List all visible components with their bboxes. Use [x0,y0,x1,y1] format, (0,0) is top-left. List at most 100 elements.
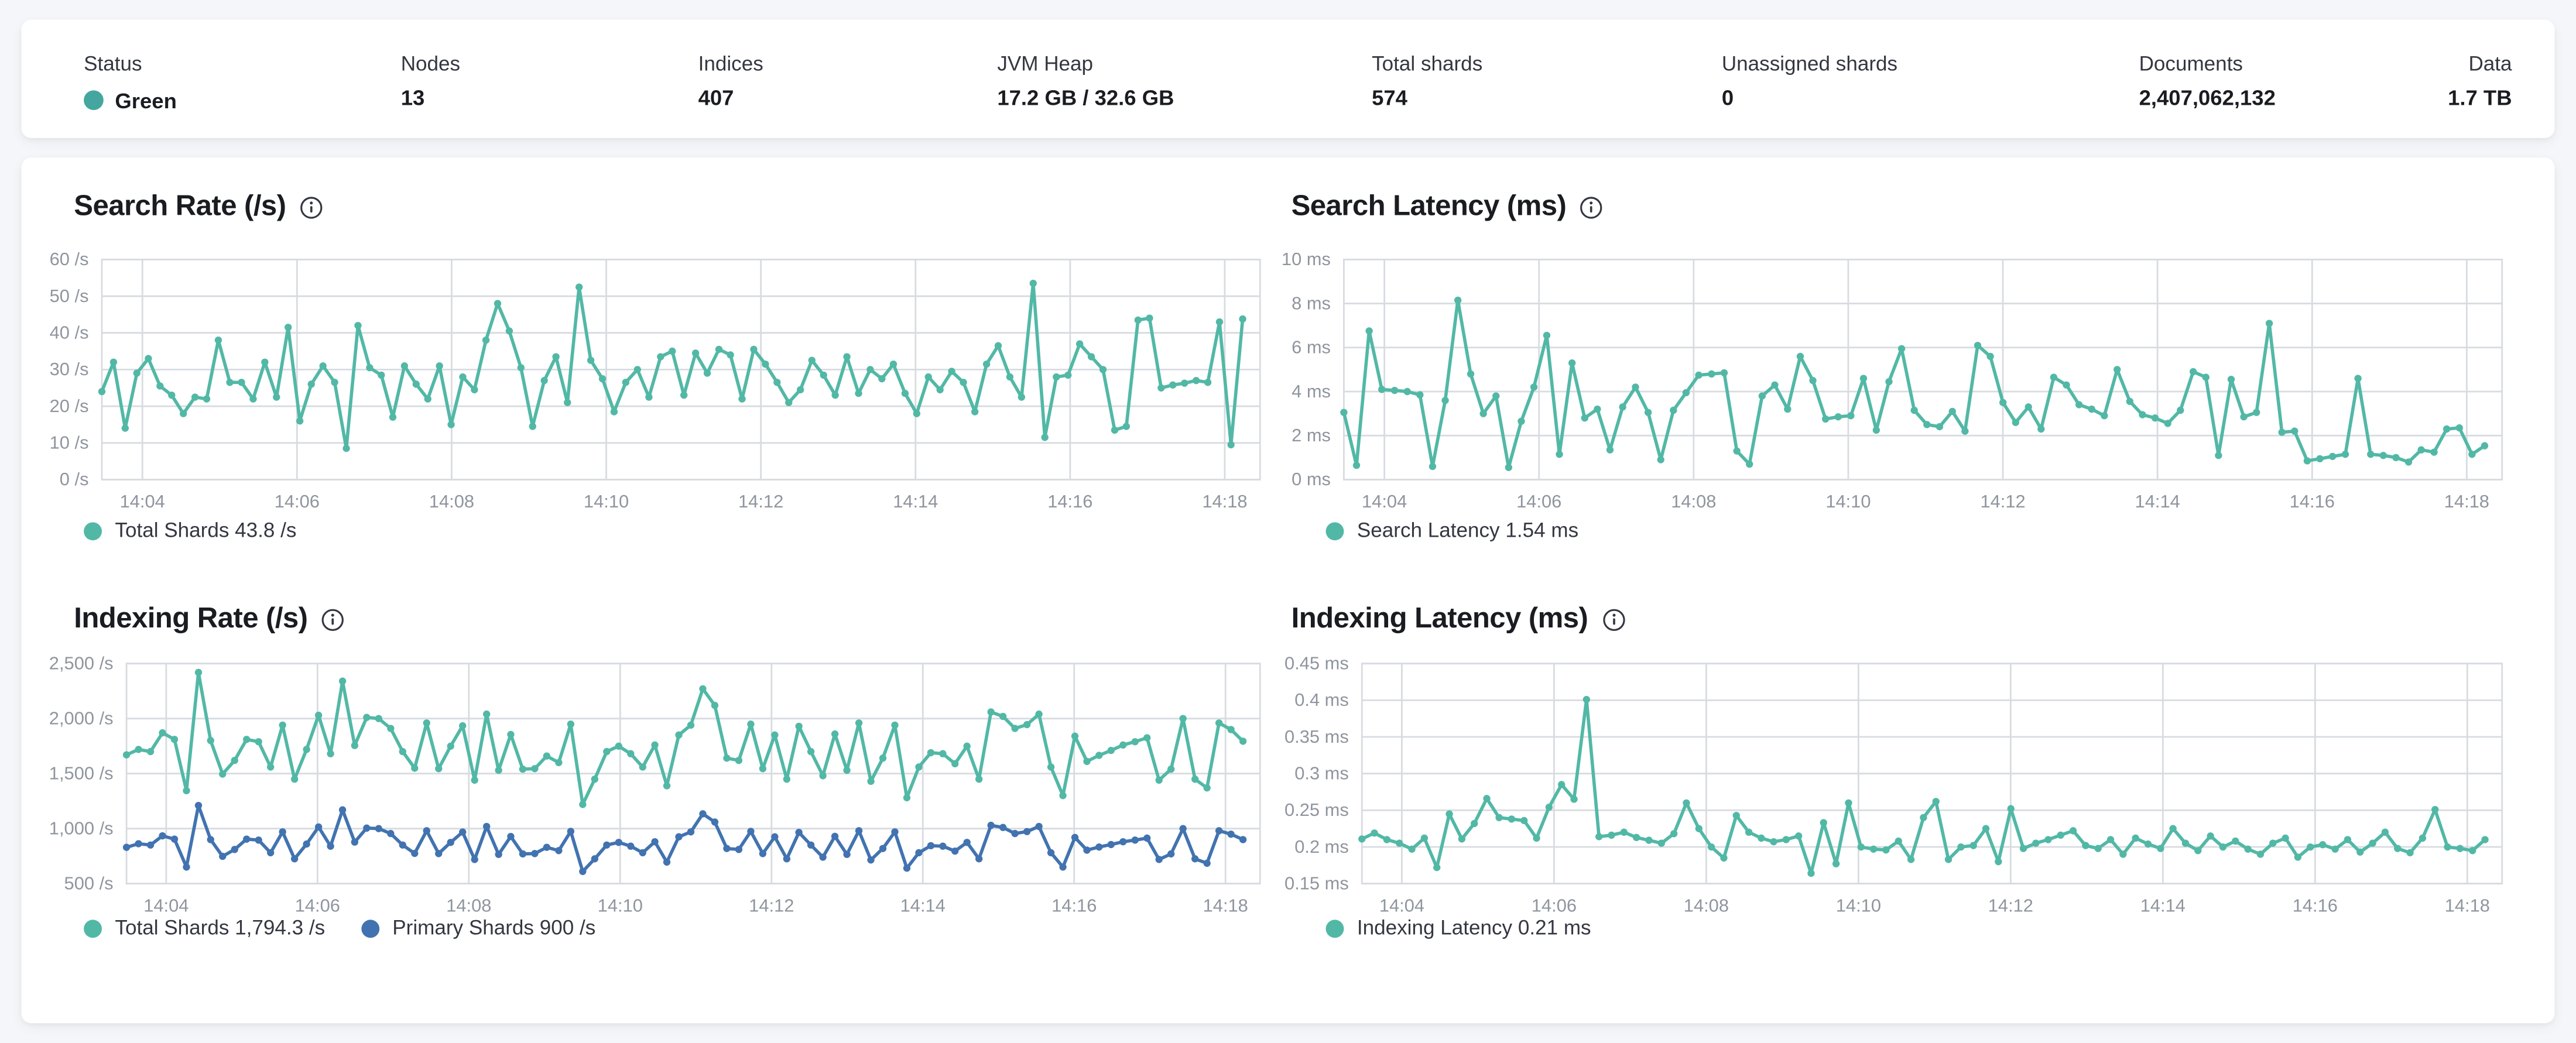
y-axis-tick-label: 30 /s [50,359,89,379]
data-point-marker [314,823,323,831]
indexing-latency-chart[interactable]: 0.45 ms 0.4 ms 0.35 ms 0.3 ms 0.25 ms 0.2 ms 0… [1263,653,2509,935]
data-point-marker [399,841,406,849]
data-point-marker [867,777,875,785]
data-point-marker [543,752,551,760]
data-point-marker [447,742,454,750]
y-axis-tick-label: 0.4 ms [1294,689,1349,710]
info-icon[interactable] [299,195,324,219]
data-point-marker [207,836,214,843]
data-point-marker [290,855,299,863]
data-point-marker [1119,741,1127,749]
data-point-marker [1157,384,1165,392]
data-point-marker [2132,834,2139,842]
data-point-marker [2032,839,2040,847]
data-point-marker [122,751,131,759]
data-point-marker [424,395,431,403]
data-point-marker [759,850,767,857]
data-point-marker [2419,834,2427,842]
data-point-marker [1119,838,1127,846]
chart-title-indexing-latency: Indexing Latency (ms) [1292,598,1626,637]
data-point-marker [183,787,190,795]
data-point-marker [587,356,595,364]
stat-value: 17.2 GB / 32.6 GB [997,85,1174,111]
data-point-marker [2481,836,2489,843]
data-point-marker [575,283,583,291]
data-point-marker [1746,460,1753,468]
info-icon[interactable] [1601,607,1626,632]
data-point-marker [2369,839,2376,847]
data-point-marker [1885,378,1893,386]
data-point-marker [1832,860,1840,867]
data-point-marker [1657,839,1666,847]
data-point-marker [238,379,245,386]
y-axis-tick-label: 10 /s [50,433,89,453]
data-point-marker [963,839,971,846]
info-icon[interactable] [321,607,345,632]
data-point-marker [1936,423,1944,431]
data-point-marker [1083,846,1091,854]
x-axis-tick-label: 14:18 [1203,895,1248,915]
data-point-marker [327,842,334,850]
data-point-marker [552,353,560,361]
data-point-marker [179,410,187,417]
data-point-marker [2455,424,2463,432]
x-axis-tick-label: 14:14 [2140,895,2186,915]
data-point-marker [651,838,659,846]
y-axis-tick-label: 8 ms [1292,293,1331,313]
data-point-marker [2354,375,2362,382]
data-point-marker [2303,457,2311,465]
data-point-marker [879,845,887,852]
data-point-marker [266,849,275,857]
chart-title-indexing-rate: Indexing Rate (/s) [74,598,345,637]
data-point-marker [999,712,1007,721]
data-point-marker [699,810,707,818]
data-point-marker [1809,377,1817,385]
data-point-marker [639,763,646,771]
data-point-marker [219,770,227,778]
data-point-marker [1059,792,1067,800]
data-point-marker [657,353,664,361]
data-point-marker [891,828,899,836]
data-point-marker [951,760,959,768]
data-point-marker [2253,409,2260,416]
data-point-marker [1352,461,1361,469]
data-point-marker [591,776,598,783]
data-point-marker [98,387,106,396]
info-icon[interactable] [1580,195,1604,219]
data-point-marker [1633,833,1640,842]
data-point-marker [375,825,382,832]
data-point-marker [2219,843,2227,851]
y-axis-tick-label: 2 ms [1292,425,1331,445]
x-axis-tick-label: 14:16 [2293,895,2338,915]
data-point-marker [1087,353,1095,361]
chart-title-text: Indexing Rate (/s) [74,601,308,634]
data-point-marker [2207,832,2214,840]
data-point-marker [951,847,959,855]
data-point-marker [400,362,409,370]
data-point-marker [2456,845,2464,852]
search-rate-chart[interactable]: 60 /s 50 /s 40 /s 30 /s 20 /s 10 /s 0 /s 14:04 1… [21,249,1266,531]
data-point-marker [1083,757,1091,766]
data-point-marker [2381,828,2389,836]
x-axis-tick-label: 14:04 [120,491,165,512]
search-latency-chart[interactable]: 10 ms 8 ms 6 ms 4 ms 2 ms 0 ms 14:04 14:06 14:08… [1263,249,2509,531]
data-point-marker [261,358,269,366]
data-point-marker [1758,834,1765,842]
x-axis-tick-label: 14:12 [738,491,783,512]
data-point-marker [354,321,362,330]
indexing-rate-chart[interactable]: 2,500 /s 2,000 /s 1,500 /s 1,000 /s 500 /s 14… [21,653,1266,935]
data-point-marker [243,835,251,843]
data-point-marker [771,731,779,739]
x-axis-tick-label: 14:06 [275,491,320,512]
data-point-marker [1239,836,1247,843]
y-axis-tick-label: 500 /s [64,873,114,894]
data-point-marker [1910,406,1918,414]
data-point-marker [1794,832,1803,840]
data-point-marker [1807,869,1815,877]
x-axis-tick-label: 14:04 [143,895,189,915]
data-point-marker [1215,827,1223,835]
data-point-marker [1227,726,1235,733]
data-point-marker [1492,392,1500,400]
data-point-marker [231,846,238,853]
data-point-marker [279,721,286,729]
